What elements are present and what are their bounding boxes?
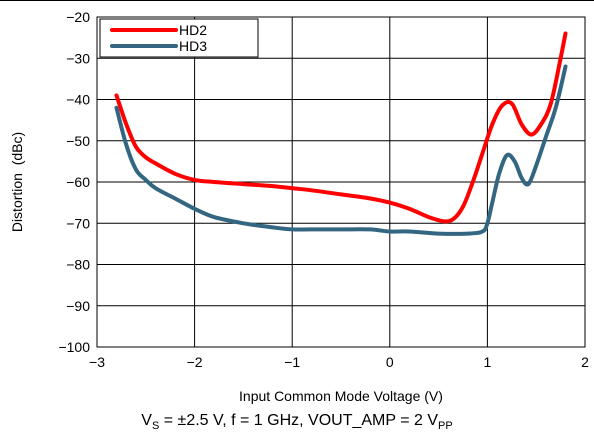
y-tick-label: −40 xyxy=(66,92,90,108)
series-line-hd2 xyxy=(114,31,568,224)
plot-frame xyxy=(96,16,586,348)
y-tick-label: −50 xyxy=(66,133,90,149)
grid xyxy=(96,16,586,348)
y-tick-labels: −20 −30 −40 −50 −60 −70 −80 −90 −100 xyxy=(58,9,90,355)
legend-label-hd2: HD2 xyxy=(179,22,207,38)
x-axis-label: Input Common Mode Voltage (V) xyxy=(239,388,443,404)
top-rule xyxy=(0,0,594,1)
caption-text: = ±2.5 V, f = 1 GHz, VOUT_AMP = 2 V xyxy=(159,412,438,429)
y-tick-label: −80 xyxy=(66,257,90,273)
caption-pp-subscript: PP xyxy=(438,420,453,432)
x-tick-label: −2 xyxy=(187,354,203,370)
caption-v: V xyxy=(141,412,152,429)
x-tick-label: 1 xyxy=(484,354,492,370)
legend-box xyxy=(99,18,259,58)
y-tick-label: −70 xyxy=(66,215,90,231)
y-tick-label: −100 xyxy=(58,339,90,355)
y-tick-label: −20 xyxy=(66,9,90,25)
x-tick-labels: −3 −2 −1 0 1 2 xyxy=(89,354,589,370)
series-lines xyxy=(114,31,568,236)
x-tick-label: −1 xyxy=(284,354,300,370)
legend-label-hd3: HD3 xyxy=(179,38,207,54)
y-tick-label: −30 xyxy=(66,50,90,66)
x-tick-label: 2 xyxy=(581,354,589,370)
y-axis-label: Distortion (dBc) xyxy=(9,132,25,232)
chart-caption: VS = ±2.5 V, f = 1 GHz, VOUT_AMP = 2 VPP xyxy=(0,412,594,432)
series-line-hd3 xyxy=(114,64,568,236)
y-tick-label: −90 xyxy=(66,298,90,314)
x-tick-label: −3 xyxy=(89,354,105,370)
x-tick-label: 0 xyxy=(386,354,394,370)
y-tick-label: −60 xyxy=(66,174,90,190)
caption-v-subscript: S xyxy=(151,420,160,432)
